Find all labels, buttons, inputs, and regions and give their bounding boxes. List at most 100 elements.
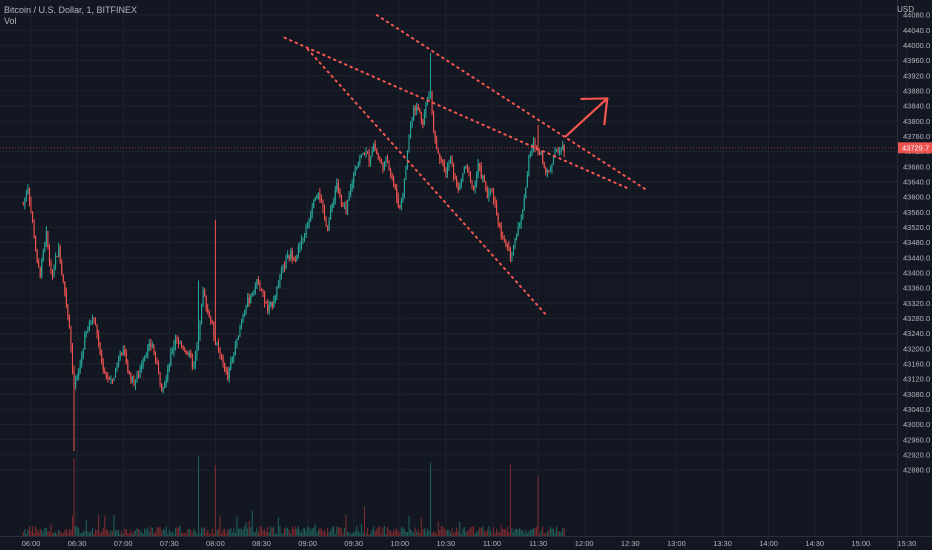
volume-bar <box>96 530 98 536</box>
candle-body <box>469 171 472 183</box>
volume-bar <box>462 528 464 536</box>
volume-bar <box>333 526 335 536</box>
volume-bar <box>151 527 153 536</box>
candle-body <box>248 297 250 304</box>
volume-bar <box>331 526 333 536</box>
candle-body <box>153 345 155 352</box>
volume-bar <box>453 533 455 536</box>
candle-body <box>259 284 261 289</box>
volume-bar <box>410 529 412 536</box>
volume-bar <box>328 532 330 536</box>
candle-body <box>322 201 324 209</box>
candle-body <box>529 154 531 156</box>
volume-bar <box>264 529 266 536</box>
volume-bar <box>271 527 273 536</box>
candle-body <box>162 388 164 391</box>
volume-legend[interactable]: Vol <box>4 16 17 26</box>
candle-body <box>239 326 241 337</box>
candle-body <box>299 246 301 248</box>
candle-body <box>45 231 47 243</box>
volume-bar <box>291 526 293 536</box>
volume-bar <box>150 527 152 536</box>
volume-bar <box>127 532 129 536</box>
candle-body <box>296 255 298 262</box>
candle-body <box>70 328 72 348</box>
volume-bar <box>179 525 181 536</box>
volume-bar <box>154 532 157 536</box>
candle-body <box>314 198 316 201</box>
volume-bar <box>294 526 296 536</box>
candle-body <box>334 189 336 201</box>
price-axis[interactable]: 44080.0 44040.0 44000.0 43960.0 43920.0 43880… <box>903 11 930 475</box>
candle-body <box>563 145 565 152</box>
candle-body <box>265 302 267 304</box>
candle-body <box>297 247 299 256</box>
volume-bar <box>529 529 531 536</box>
volume-bar <box>342 533 344 536</box>
volume-bar <box>503 528 505 536</box>
candle-body <box>214 335 216 345</box>
volume-bar <box>494 533 496 536</box>
volume-bar <box>368 533 370 536</box>
candle-body <box>459 185 461 191</box>
candle-body <box>136 374 138 381</box>
volume-bar <box>379 526 381 536</box>
symbol-legend[interactable]: Bitcoin / U.S. Dollar, 1, BITFINEX <box>4 5 138 15</box>
volume-bar <box>119 533 121 536</box>
volume-bar <box>537 475 539 536</box>
candle-body <box>196 345 198 356</box>
volume-bar <box>359 533 361 536</box>
candle-body <box>363 153 366 155</box>
volume-bar <box>94 529 97 536</box>
volume-bar <box>423 528 425 536</box>
volume-bar <box>191 532 193 536</box>
volume-bar <box>500 524 502 536</box>
time-axis[interactable]: 06:00 06:30 07:00 07:30 08:00 08:30 09:00 09:30… <box>22 539 917 548</box>
candle-body <box>131 376 133 382</box>
volume-bar <box>399 532 401 536</box>
time-tick-label: 09:00 <box>298 539 317 548</box>
candle-body <box>420 112 422 120</box>
volume-bar <box>58 530 60 536</box>
candle-body <box>451 157 453 164</box>
time-tick-label: 06:00 <box>22 539 41 548</box>
drawing-annotations[interactable] <box>283 14 647 316</box>
volume-bar <box>489 529 492 536</box>
candle-body <box>242 315 244 322</box>
volume-bar <box>45 528 47 536</box>
volume-bar <box>108 532 110 536</box>
candle-body <box>87 330 89 333</box>
arrow-annotation-head <box>603 97 609 126</box>
volume-bar <box>156 527 158 536</box>
price-tick-label: 43080.0 <box>903 390 930 399</box>
volume-bar <box>168 529 170 536</box>
candle-body <box>531 148 533 155</box>
volume-bar <box>230 527 232 536</box>
volume-bar <box>122 533 124 536</box>
candle-body <box>528 155 530 175</box>
candle-body <box>25 193 27 199</box>
candle-body <box>204 289 206 297</box>
candle-body <box>468 169 470 172</box>
volume-bar <box>167 533 169 536</box>
volume-bar <box>347 531 349 536</box>
volume-bar <box>388 529 390 536</box>
volume-bar <box>73 458 75 536</box>
candle-body <box>31 212 34 223</box>
candle-body <box>205 296 207 309</box>
volume-bar <box>159 527 161 536</box>
candle-body <box>356 166 358 170</box>
volume-bar <box>505 529 507 536</box>
volume-bar <box>397 530 399 536</box>
volume-bar <box>91 527 94 536</box>
candle-body <box>216 342 218 345</box>
volume-bar <box>125 528 127 536</box>
volume-bar <box>516 528 518 536</box>
volume-bar <box>351 532 353 536</box>
candle-body <box>157 363 160 373</box>
volume-bar <box>296 528 298 536</box>
volume-bar <box>99 532 101 536</box>
candle-body <box>300 239 303 247</box>
volume-bar <box>429 462 432 536</box>
